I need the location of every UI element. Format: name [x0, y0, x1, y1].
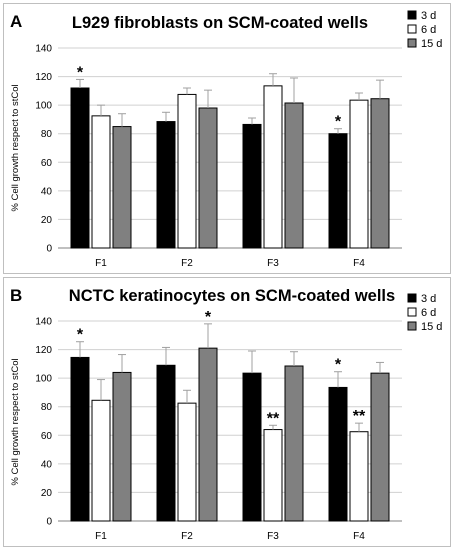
panel-a-bar-f1-15d [112, 126, 132, 249]
panel-a-bar-f2-15d [198, 107, 218, 249]
panel-b: B NCTC keratinocytes on SCM-coated wells… [3, 277, 451, 547]
panel-a-bar-f4-3d [328, 133, 348, 249]
panel-b-category-label-f2: F2 [181, 531, 193, 542]
panel-a-y-tick-label-3: 60 [41, 158, 53, 169]
panel-a-y-tick-label-0: 0 [46, 244, 52, 255]
panel-a-bar-f4-6d [349, 99, 369, 249]
panel-a-y-tick-label-6: 120 [35, 72, 52, 83]
panel-b-y-tick-label-3: 60 [41, 431, 53, 442]
panel-b-legend: 3 d 6 d 15 d [407, 293, 442, 333]
panel-a-significance-f4-3d: * [335, 114, 342, 131]
panel-b-legend-swatch-3d [407, 293, 417, 303]
panel-b-y-ticks: 0 20 40 60 80 100 120 140 [35, 317, 52, 528]
panel-b-category-label-f4: F4 [353, 531, 365, 542]
panel-a-bar-f3-3d [242, 123, 262, 249]
panel-a-y-tick-label-5: 100 [35, 101, 52, 112]
panel-b-letter: B [10, 286, 22, 305]
panel-a-category-label-f2: F2 [181, 258, 193, 269]
panel-b-y-tick-label-6: 120 [35, 345, 52, 356]
panel-a-significance-f1-3d: * [77, 64, 84, 81]
panel-b-y-tick-label-5: 100 [35, 374, 52, 385]
panel-b-legend-swatch-15d [407, 321, 417, 331]
panel-a-y-tick-label-4: 80 [41, 129, 53, 140]
panel-b-bar-f2-3d [156, 364, 176, 522]
panel-a-legend-swatch-3d [407, 10, 417, 20]
panel-b-bar-f1-6d [91, 399, 111, 522]
panel-a: A L929 fibroblasts on SCM-coated wells %… [3, 3, 451, 274]
panel-a-category-label-f4: F4 [353, 258, 365, 269]
panel-a-bar-f1-6d [91, 115, 111, 249]
panel-b-category-label-f3: F3 [267, 531, 279, 542]
panel-a-legend: 3 d 6 d 15 d [407, 10, 442, 50]
panel-b-x-categories: F1 F2 F3 F4 [95, 531, 365, 542]
panel-b-legend-label-15d: 15 d [421, 321, 442, 333]
panel-b-bars: ******* [70, 309, 390, 522]
panel-a-bar-f3-6d [263, 85, 283, 249]
panel-a-legend-label-3d: 3 d [421, 10, 436, 22]
panel-b-y-tick-label-7: 140 [35, 317, 52, 328]
panel-a-bar-f1-3d [70, 87, 90, 249]
panel-a-bar-f2-6d [177, 93, 197, 249]
panel-b-y-tick-label-1: 20 [41, 488, 53, 499]
panel-b-bar-f3-6d [263, 429, 283, 522]
panel-a-legend-swatch-15d [407, 38, 417, 48]
panel-b-bar-f3-15d [284, 365, 304, 522]
panel-b-bar-f1-15d [112, 371, 132, 522]
panel-a-bar-f2-3d [156, 121, 176, 249]
panel-b-significance-f2-15d: * [205, 309, 212, 326]
panel-b-bar-f3-3d [242, 372, 262, 522]
panel-a-x-categories: F1 F2 F3 F4 [95, 258, 365, 269]
panel-b-y-axis-label: % Cell growth respect to stCol [10, 358, 21, 485]
panel-b-significance-f3-6d: ** [267, 410, 280, 427]
panel-a-letter: A [10, 12, 22, 31]
panel-a-category-label-f1: F1 [95, 258, 107, 269]
panel-a-legend-label-15d: 15 d [421, 38, 442, 50]
panel-b-significance-f4-6d: ** [353, 408, 366, 425]
panel-b-y-tick-label-4: 80 [41, 402, 53, 413]
panel-b-bar-f2-6d [177, 402, 197, 522]
panel-b-legend-swatch-6d [407, 307, 417, 317]
panel-b-significance-f1-3d: * [77, 327, 84, 344]
panel-a-legend-label-6d: 6 d [421, 24, 436, 36]
panel-a-legend-swatch-6d [407, 24, 417, 34]
panel-b-y-tick-label-2: 40 [41, 459, 53, 470]
panel-b-title: NCTC keratinocytes on SCM-coated wells [69, 287, 395, 305]
panel-a-category-label-f3: F3 [267, 258, 279, 269]
panel-b-bar-f1-3d [70, 356, 90, 522]
panel-a-bars: ** [70, 64, 390, 249]
panel-a-y-ticks: 0 20 40 60 80 100 120 140 [35, 44, 52, 255]
panel-b-category-label-f1: F1 [95, 531, 107, 542]
panel-a-y-tick-label-1: 20 [41, 215, 53, 226]
panel-b-bar-f2-15d [198, 347, 218, 522]
panel-b-legend-label-6d: 6 d [421, 307, 436, 319]
panel-b-bar-f4-6d [349, 431, 369, 522]
panel-a-bar-f3-15d [284, 102, 304, 249]
panel-a-title: L929 fibroblasts on SCM-coated wells [72, 14, 368, 32]
panel-a-y-axis-label: % Cell growth respect to stCol [10, 84, 21, 211]
panel-b-significance-f4-3d: * [335, 357, 342, 374]
panel-a-y-tick-label-7: 140 [35, 44, 52, 55]
panel-b-bar-f4-3d [328, 386, 348, 522]
panel-a-bar-f4-15d [370, 98, 390, 249]
panel-b-legend-label-3d: 3 d [421, 293, 436, 305]
panel-b-bar-f4-15d [370, 372, 390, 522]
panel-b-y-tick-label-0: 0 [46, 517, 52, 528]
panel-a-y-tick-label-2: 40 [41, 186, 53, 197]
